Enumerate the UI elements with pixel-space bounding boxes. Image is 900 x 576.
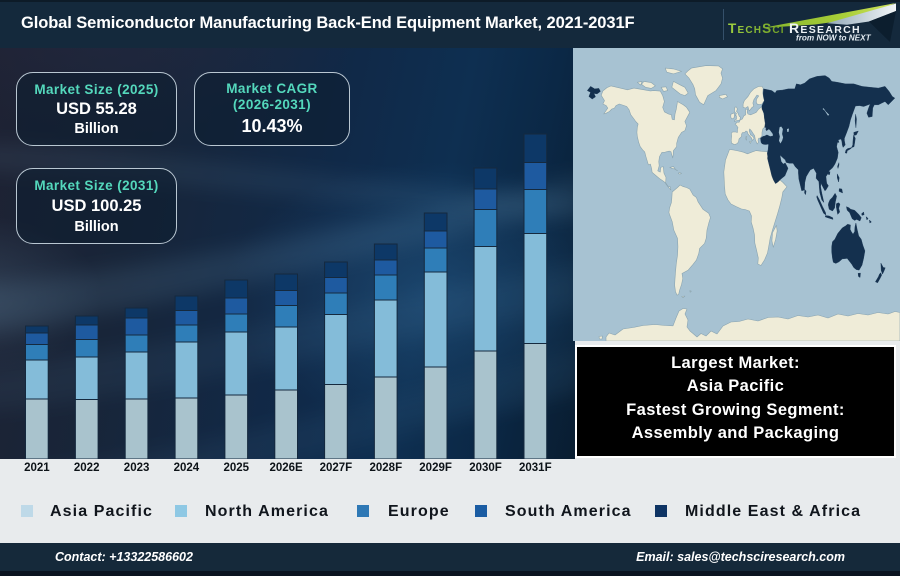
svg-text:RESEARCH: RESEARCH — [789, 20, 861, 36]
svg-text:TECHSCI: TECHSCI — [728, 21, 785, 36]
svg-text:from NOW to NEXT: from NOW to NEXT — [796, 34, 872, 43]
